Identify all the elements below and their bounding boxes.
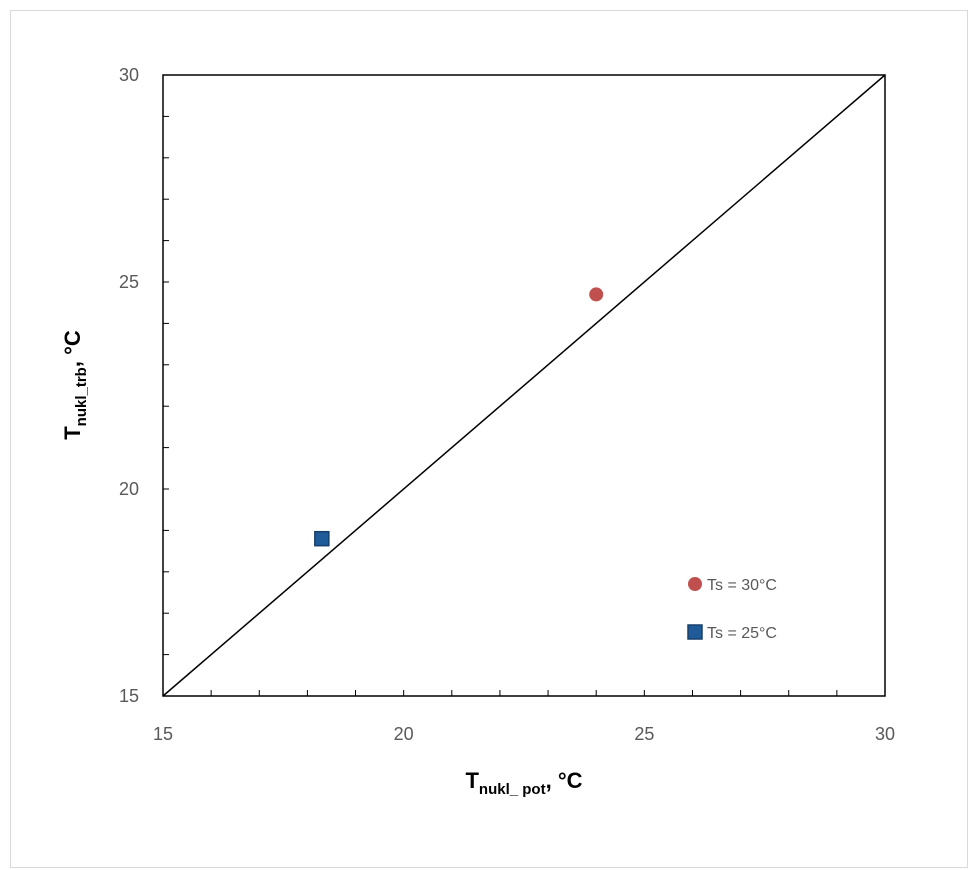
y-tick-label: 30 (119, 65, 139, 85)
data-point-square (314, 530, 330, 547)
x-axis-title: Tnukl_ pot, °C (465, 768, 582, 798)
y-axis-title: Tnukl_trb, °C (60, 330, 90, 440)
x-tick-labels: 15 20 25 30 (153, 724, 895, 744)
x-axis-title-sub: nukl_ pot (479, 781, 546, 798)
x-tick-label: 15 (153, 724, 173, 744)
x-axis-title-main: T (465, 768, 479, 793)
y-axis-title-main: T (60, 426, 85, 440)
chart-frame (10, 10, 968, 868)
legend-label: Ts = 30°C (707, 577, 777, 594)
plot-border (162, 74, 886, 697)
y-tick-label: 25 (119, 272, 139, 292)
legend-marker (687, 624, 703, 640)
reference-line (162, 74, 886, 697)
data-point-circle (589, 287, 604, 302)
data-markers (314, 287, 604, 547)
x-axis-title-suffix: , °C (546, 768, 583, 793)
y-tick-label: 20 (119, 479, 139, 499)
x-tick-label: 25 (634, 724, 654, 744)
legend: Ts = 30°C Ts = 25°C (687, 577, 777, 642)
plot-area (162, 74, 886, 697)
y-axis-title-suffix: , °C (60, 330, 85, 367)
x-tick-label: 30 (875, 724, 895, 744)
x-tick-label: 20 (394, 724, 414, 744)
y-axis-title-sub: nukl_trb (73, 367, 90, 426)
legend-marker (688, 577, 702, 591)
minor-ticks (162, 74, 886, 697)
y-tick-labels: 15 20 25 30 (119, 65, 139, 706)
legend-label: Ts = 25°C (707, 625, 777, 642)
y-tick-label: 15 (119, 686, 139, 706)
